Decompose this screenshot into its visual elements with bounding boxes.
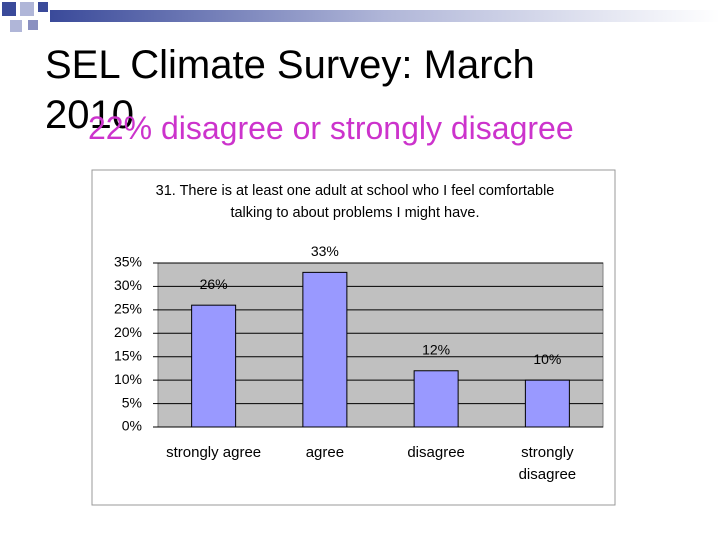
chart-title: 31. There is at least one adult at schoo…: [155, 183, 555, 221]
x-tick-label: strongly agree: [166, 444, 262, 461]
subtitle: 22% disagree or strongly disagree: [88, 110, 574, 146]
bar: [524, 379, 570, 428]
x-tick-label: agree: [305, 444, 345, 461]
header-bar: [50, 10, 720, 22]
deco-square: [10, 20, 22, 32]
y-tick-label: 10%: [114, 371, 142, 387]
slide-title: SEL Climate Survey: March 2010: [45, 43, 535, 137]
x-tick-label: disagree: [407, 444, 465, 461]
deco-square: [38, 2, 48, 12]
value-label: 26%: [200, 276, 228, 292]
deco-square: [20, 2, 34, 16]
bar: [302, 271, 348, 428]
y-tick-label: 15%: [114, 347, 142, 363]
y-tick-label: 25%: [114, 301, 142, 317]
bar: [191, 304, 237, 428]
x-tick-label: strongly disagree: [518, 444, 577, 483]
deco-square: [2, 2, 16, 16]
value-label: 33%: [311, 243, 339, 259]
value-label: 12%: [422, 341, 450, 357]
value-label: 10%: [533, 351, 561, 367]
y-tick-label: 20%: [114, 324, 142, 340]
bar: [413, 370, 459, 428]
deco-square: [28, 20, 38, 30]
y-tick-label: 5%: [122, 394, 142, 410]
y-tick-label: 0%: [122, 418, 142, 434]
y-tick-label: 35%: [114, 254, 142, 270]
y-tick-label: 30%: [114, 277, 142, 293]
